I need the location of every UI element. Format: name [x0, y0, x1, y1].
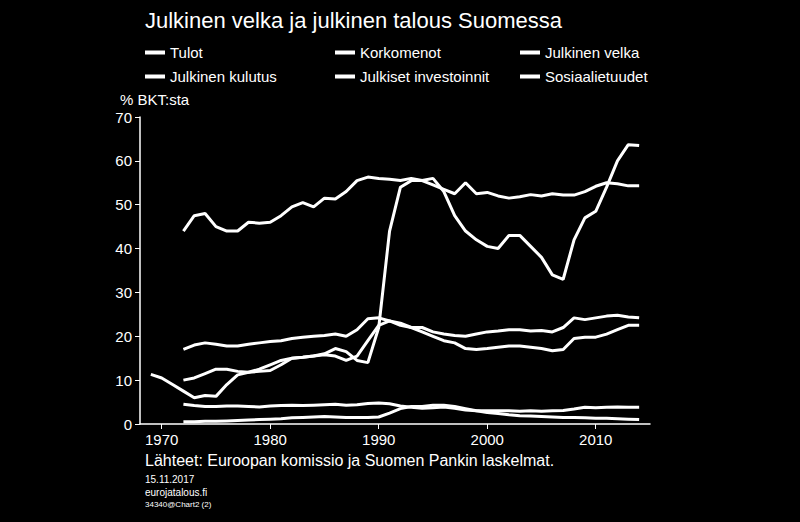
svg-text:Korkomenot: Korkomenot — [360, 44, 442, 61]
svg-text:50: 50 — [115, 196, 132, 213]
svg-text:Julkinen velka ja julkinen tal: Julkinen velka ja julkinen talous Suomes… — [145, 8, 563, 33]
svg-text:20: 20 — [115, 328, 132, 345]
svg-text:15.11.2017: 15.11.2017 — [145, 474, 195, 485]
svg-text:2010: 2010 — [579, 431, 612, 448]
svg-text:1970: 1970 — [145, 431, 178, 448]
svg-text:0: 0 — [124, 416, 132, 433]
svg-text:Sosiaalietuudet: Sosiaalietuudet — [545, 68, 648, 85]
svg-text:34340@Chart2 (2): 34340@Chart2 (2) — [145, 500, 212, 509]
svg-text:30: 30 — [115, 284, 132, 301]
svg-text:2000: 2000 — [471, 431, 504, 448]
svg-text:70: 70 — [115, 109, 132, 126]
svg-text:Tulot: Tulot — [170, 44, 204, 61]
svg-text:Julkinen kulutus: Julkinen kulutus — [170, 68, 277, 85]
svg-text:Lähteet: Euroopan komissio ja: Lähteet: Euroopan komissio ja Suomen Pan… — [145, 452, 554, 469]
svg-text:% BKT:sta: % BKT:sta — [120, 91, 190, 108]
svg-text:Julkinen velka: Julkinen velka — [545, 44, 640, 61]
svg-text:40: 40 — [115, 240, 132, 257]
svg-text:60: 60 — [115, 152, 132, 169]
svg-text:1980: 1980 — [254, 431, 287, 448]
svg-text:1990: 1990 — [362, 431, 395, 448]
svg-text:Julkiset investoinnit: Julkiset investoinnit — [360, 68, 490, 85]
svg-text:eurojatalous.fi: eurojatalous.fi — [145, 487, 207, 498]
svg-text:10: 10 — [115, 372, 132, 389]
